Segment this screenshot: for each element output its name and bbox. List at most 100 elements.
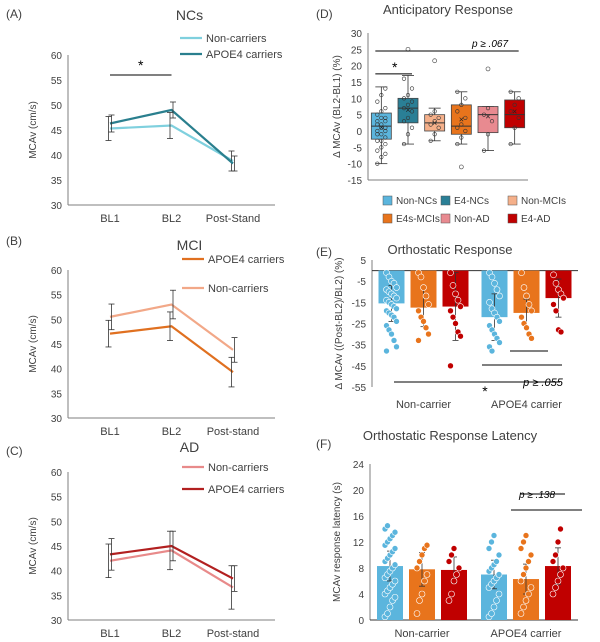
data-point bbox=[485, 132, 491, 137]
data-point bbox=[520, 538, 527, 546]
box-mean: × bbox=[379, 123, 384, 133]
data-point bbox=[379, 155, 384, 160]
data-point bbox=[393, 318, 400, 325]
data-point bbox=[520, 284, 528, 291]
data-point bbox=[481, 112, 487, 117]
y-tick-label: 30 bbox=[51, 201, 63, 212]
y-tick-label: 0 bbox=[356, 127, 362, 138]
data-point bbox=[522, 532, 530, 539]
x-tick-label: BL1 bbox=[100, 628, 120, 640]
y-tick-label: 15 bbox=[351, 78, 363, 89]
y-tick-label: 16 bbox=[353, 512, 365, 523]
data-point bbox=[375, 128, 380, 134]
box-mean: × bbox=[459, 115, 464, 125]
p-value-label: p ≥ .138 bbox=[518, 490, 556, 501]
data-point bbox=[493, 286, 501, 293]
data-point bbox=[391, 577, 399, 585]
data-point bbox=[390, 337, 398, 344]
legend-label: Non-AD bbox=[454, 214, 490, 225]
data-point bbox=[508, 141, 513, 147]
data-point bbox=[445, 597, 453, 604]
data-point bbox=[447, 362, 454, 370]
y-tick-label: -45 bbox=[352, 362, 367, 373]
data-point bbox=[405, 102, 411, 107]
legend-label: E4-NCs bbox=[454, 196, 489, 207]
box-mean: × bbox=[405, 105, 410, 115]
data-point bbox=[432, 119, 437, 124]
x-tick-label: BL2 bbox=[162, 628, 182, 640]
data-point bbox=[520, 571, 527, 578]
data-point bbox=[391, 528, 399, 536]
data-point bbox=[528, 307, 535, 315]
y-tick-label: 25 bbox=[351, 45, 363, 56]
legend-label: Non-carriers bbox=[208, 462, 269, 474]
panel-title-F: Orthostatic Response Latency bbox=[363, 428, 538, 443]
data-point bbox=[490, 532, 498, 539]
data-point bbox=[457, 303, 464, 310]
y-tick-label: -15 bbox=[352, 298, 367, 309]
data-point bbox=[423, 571, 431, 578]
y-tick-label: 30 bbox=[351, 29, 363, 40]
data-point bbox=[559, 564, 567, 572]
data-point bbox=[520, 603, 527, 611]
data-point bbox=[393, 294, 400, 302]
y-tick-label: 50 bbox=[51, 101, 63, 112]
y-tick-label: 55 bbox=[51, 76, 63, 87]
data-point bbox=[455, 109, 460, 114]
data-point bbox=[488, 273, 496, 281]
y-tick-label: 45 bbox=[51, 340, 63, 351]
data-point bbox=[375, 148, 380, 153]
data-point bbox=[422, 324, 430, 332]
data-point bbox=[452, 290, 459, 298]
data-point bbox=[496, 339, 503, 346]
legend-label: APOE4 carriers bbox=[206, 49, 283, 61]
data-point bbox=[388, 330, 395, 338]
data-point bbox=[383, 115, 388, 121]
y-tick-label: 5 bbox=[356, 111, 362, 122]
y-tick-label: 50 bbox=[51, 315, 63, 326]
box-E4-AD bbox=[504, 99, 526, 129]
data-point bbox=[557, 525, 564, 533]
data-point bbox=[416, 558, 423, 565]
data-point bbox=[557, 571, 564, 578]
data-point bbox=[375, 99, 380, 104]
data-point bbox=[517, 545, 525, 552]
p-value-label: p ≥ .055 bbox=[522, 377, 564, 389]
data-point bbox=[449, 282, 457, 289]
y-tick-label: 0 bbox=[358, 616, 364, 627]
y-axis-label: MCAv (cm/s) bbox=[28, 101, 39, 159]
data-point bbox=[379, 145, 384, 150]
data-point bbox=[512, 125, 517, 130]
data-point bbox=[552, 307, 560, 315]
data-point bbox=[418, 590, 426, 598]
data-point bbox=[450, 545, 458, 552]
data-point bbox=[384, 522, 391, 530]
data-point bbox=[379, 109, 384, 114]
y-tick-label: 30 bbox=[51, 414, 63, 425]
data-point bbox=[448, 551, 455, 559]
data-point bbox=[516, 115, 521, 121]
data-point bbox=[417, 273, 425, 281]
y-tick-label: 40 bbox=[51, 567, 63, 578]
data-point bbox=[486, 299, 493, 306]
data-point bbox=[488, 347, 496, 355]
legend-label: Non-carriers bbox=[206, 33, 267, 45]
data-point bbox=[405, 92, 411, 98]
data-point bbox=[379, 138, 384, 143]
y-tick-label: 55 bbox=[51, 291, 63, 302]
data-point bbox=[523, 324, 530, 332]
data-point bbox=[421, 577, 428, 585]
data-point bbox=[455, 564, 463, 572]
series-line bbox=[109, 303, 234, 351]
data-point bbox=[495, 590, 503, 598]
y-tick-label: 50 bbox=[51, 517, 63, 528]
data-point bbox=[447, 269, 454, 277]
data-point bbox=[455, 89, 460, 94]
y-tick-label: 24 bbox=[353, 460, 365, 471]
panel-label-F: (F) bbox=[316, 437, 331, 451]
series-line bbox=[109, 544, 234, 580]
panel-label-E: (E) bbox=[316, 245, 332, 259]
data-point bbox=[379, 122, 384, 127]
data-point bbox=[423, 541, 431, 549]
data-point bbox=[432, 109, 437, 114]
